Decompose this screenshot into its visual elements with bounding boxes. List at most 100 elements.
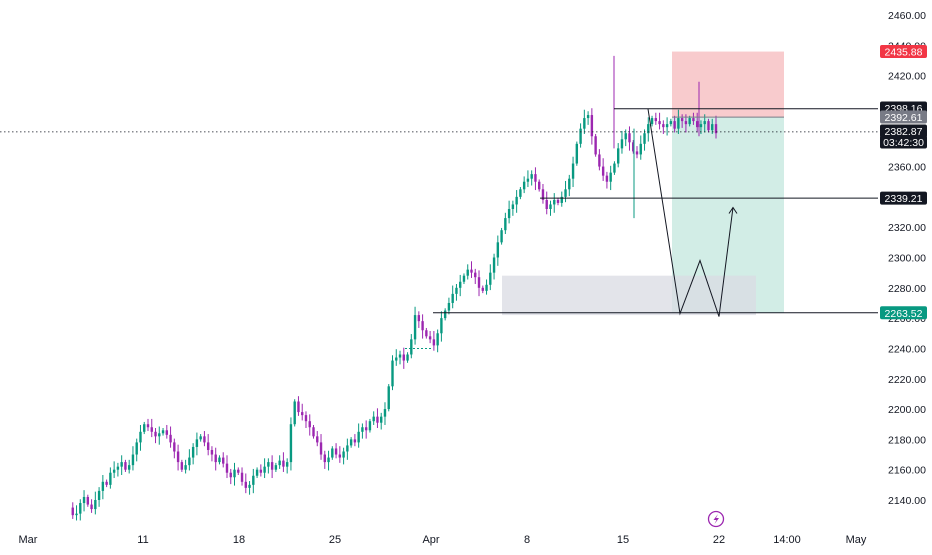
candle: [289, 417, 293, 471]
candle: [255, 467, 259, 479]
candle: [364, 420, 368, 439]
candle: [410, 334, 413, 359]
candle-body: [380, 416, 383, 423]
price-tag-label: 2392.61: [885, 112, 923, 124]
candle: [662, 120, 665, 134]
candle: [504, 212, 507, 235]
candle: [530, 170, 533, 186]
x-axis[interactable]: Mar 11 18 25 Apr 8 15 22 14:00 May: [19, 534, 867, 546]
candle-body: [526, 178, 530, 182]
candle: [191, 443, 195, 465]
candle-body: [692, 118, 695, 122]
candle-body: [173, 442, 176, 452]
price-tag-bg: [880, 306, 927, 320]
candle: [274, 462, 278, 472]
candle-body: [297, 401, 300, 413]
zones: [502, 51, 784, 316]
candle: [233, 462, 236, 486]
candle-body: [218, 457, 221, 463]
candle-body: [609, 172, 612, 182]
candle-body: [522, 181, 526, 190]
candle: [184, 459, 187, 474]
candle-body: [586, 115, 590, 119]
stop-loss-zone[interactable]: [672, 51, 784, 118]
y-tick-label: 2160.00: [888, 465, 926, 477]
candle-body: [673, 121, 676, 129]
candle-body: [470, 269, 473, 273]
candle-body: [474, 272, 477, 278]
candle-body: [244, 481, 247, 488]
candle: [270, 455, 274, 479]
candle: [586, 111, 590, 125]
candle-body: [203, 436, 206, 443]
y-axis[interactable]: 2460.002440.002420.002400.002380.002360.…: [888, 10, 926, 507]
price-tag-bg: [880, 124, 927, 138]
candle: [139, 424, 142, 451]
candle: [583, 109, 586, 134]
candle: [549, 200, 552, 216]
candle-body: [489, 272, 492, 285]
demand-zone[interactable]: [502, 275, 756, 316]
candle: [616, 143, 620, 168]
candle: [372, 411, 375, 425]
candle-body: [267, 462, 270, 467]
candle: [560, 191, 563, 207]
candle: [199, 434, 202, 442]
y-tick-label: 2180.00: [888, 434, 926, 446]
candle-body: [481, 287, 484, 291]
candle-body: [579, 128, 582, 144]
candle: [545, 191, 548, 215]
candle-body: [654, 118, 658, 122]
candle-body: [556, 199, 560, 203]
candle-body: [530, 174, 533, 179]
candle: [440, 311, 443, 342]
candle: [481, 285, 484, 294]
candle-body: [139, 431, 142, 443]
candle-body: [410, 339, 413, 355]
candle: [575, 141, 579, 166]
candle: [316, 431, 319, 447]
candle: [229, 468, 232, 485]
candle: [511, 200, 515, 216]
candle-body: [507, 209, 511, 219]
candle: [609, 165, 612, 191]
candle-body: [97, 490, 101, 500]
candle-body: [504, 218, 507, 231]
candle: [556, 197, 560, 206]
candle: [380, 412, 383, 430]
candle-body: [364, 427, 368, 431]
candle-body: [342, 451, 345, 458]
candle: [605, 171, 609, 189]
candle: [383, 402, 387, 425]
candle: [293, 399, 296, 427]
candle-body: [545, 199, 548, 209]
candle: [443, 308, 447, 321]
candle-body: [402, 354, 405, 361]
candle: [485, 279, 488, 295]
candle-body: [112, 469, 116, 473]
candle-body: [432, 339, 436, 346]
y-tick-label: 2220.00: [888, 374, 926, 386]
candle-body: [346, 445, 349, 452]
candle: [214, 447, 217, 471]
candle: [158, 426, 161, 445]
candle: [86, 494, 90, 507]
candle-body: [225, 463, 229, 473]
candle: [206, 434, 210, 456]
flash-icon[interactable]: [707, 510, 725, 528]
y-tick-label: 2320.00: [888, 222, 926, 234]
candle: [673, 115, 676, 133]
candle-body: [583, 118, 586, 129]
drawings[interactable]: [0, 108, 878, 349]
x-tick-label: 25: [329, 534, 341, 546]
candle-body: [86, 496, 90, 505]
candle: [711, 118, 714, 134]
projected-path[interactable]: [647, 108, 734, 317]
candle: [71, 502, 74, 519]
candle-body: [647, 124, 650, 134]
candle: [451, 285, 454, 309]
candle: [447, 297, 451, 315]
candle-body: [188, 457, 191, 466]
